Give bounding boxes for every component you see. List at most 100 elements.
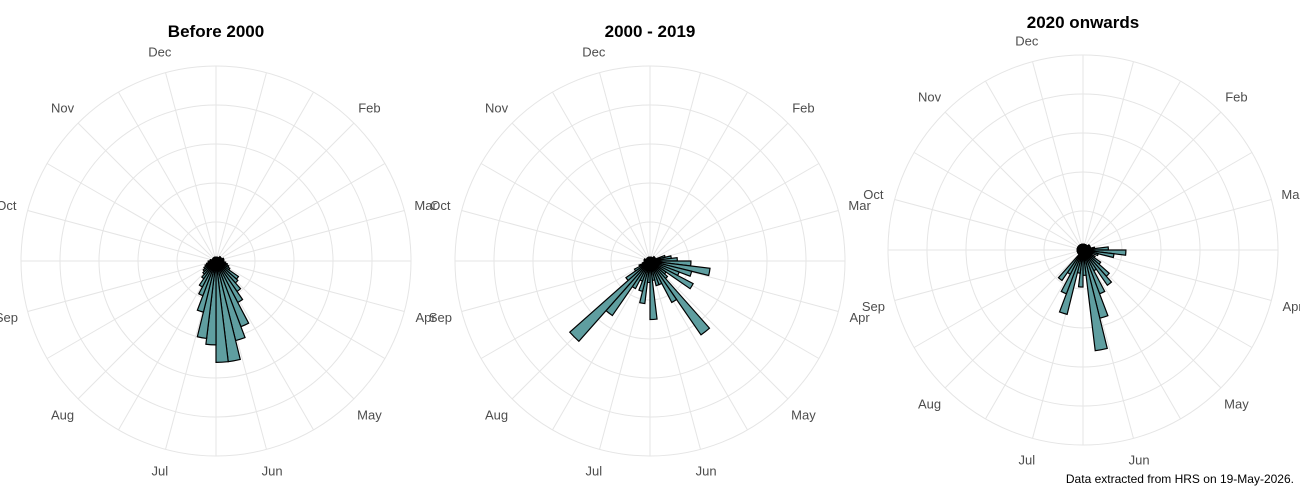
grid-spoke xyxy=(77,122,217,262)
grid-spoke xyxy=(552,91,651,262)
month-label-oct: Oct xyxy=(863,187,884,202)
month-label-jul: Jul xyxy=(1019,453,1036,468)
month-label-may: May xyxy=(1224,396,1249,411)
month-label-sep: Sep xyxy=(429,310,452,325)
grid-spoke xyxy=(1082,111,1222,251)
grid-spoke xyxy=(461,210,651,262)
grid-spoke xyxy=(894,249,1084,301)
month-label-apr: Apr xyxy=(849,310,870,325)
polar-bar xyxy=(1081,243,1084,251)
grid-spoke xyxy=(1082,80,1181,251)
month-label-may: May xyxy=(791,407,816,422)
grid-spoke xyxy=(215,260,386,359)
grid-spoke xyxy=(165,72,217,262)
grid-spoke xyxy=(649,163,820,262)
month-label-jun: Jun xyxy=(696,464,717,479)
month-label-dec: Dec xyxy=(148,44,172,59)
month-label-aug: Aug xyxy=(918,396,941,411)
polar-chart-3: Dec Feb Mar Apr May Jun Jul Aug Sep Oct Nov xyxy=(862,33,1300,467)
panel-title-2: 2000 - 2019 xyxy=(604,22,696,41)
grid-spoke xyxy=(1082,199,1272,251)
grid-spoke xyxy=(215,260,405,312)
month-label-apr: Apr xyxy=(1282,299,1300,314)
month-label-aug: Aug xyxy=(51,407,74,422)
month-label-may: May xyxy=(357,407,382,422)
month-label-aug: Aug xyxy=(485,407,508,422)
grid-spoke xyxy=(649,260,789,400)
polar-chart-1: Dec Feb Mar Apr May Jun Jul Aug Sep Oct Nov xyxy=(0,44,437,478)
grid-spoke xyxy=(649,91,748,262)
grid-spoke xyxy=(215,122,355,262)
grid-spoke xyxy=(215,260,355,400)
grid-spoke xyxy=(215,210,405,262)
polar-bar xyxy=(649,260,711,336)
grid-spoke xyxy=(215,72,267,262)
month-label-jul: Jul xyxy=(152,464,169,479)
month-label-nov: Nov xyxy=(51,101,75,116)
grid-spoke xyxy=(913,249,1084,348)
grid-spoke xyxy=(46,163,217,262)
grid-spoke xyxy=(461,260,651,312)
grid-spoke xyxy=(552,260,651,431)
month-label-feb: Feb xyxy=(358,101,380,116)
grid-spoke xyxy=(599,72,651,262)
grid-spoke xyxy=(77,260,217,400)
grid-spoke xyxy=(599,260,651,450)
panel-title-1: Before 2000 xyxy=(167,22,265,41)
month-label-oct: Oct xyxy=(0,198,17,213)
month-label-sep: Sep xyxy=(862,299,885,314)
grid-spoke xyxy=(894,199,1084,251)
grid-spoke xyxy=(118,91,217,262)
data-source-note: Data extracted from HRS on 19-May-2026. xyxy=(1065,472,1294,486)
month-label-dec: Dec xyxy=(582,44,606,59)
polar-bar xyxy=(215,260,229,364)
month-label-nov: Nov xyxy=(918,90,942,105)
grid-spoke xyxy=(649,72,701,262)
grid-spoke xyxy=(649,122,789,262)
grid-spoke xyxy=(944,249,1084,389)
grid-spoke xyxy=(215,163,386,262)
grid-spoke xyxy=(1082,61,1134,251)
grid-spoke xyxy=(480,260,651,359)
panel-title-3: 2020 onwards xyxy=(1026,13,1140,32)
grid-spoke xyxy=(985,80,1084,251)
grid-spoke xyxy=(511,122,651,262)
month-label-apr: Apr xyxy=(415,310,436,325)
grid-spoke xyxy=(1082,249,1272,301)
grid-spoke xyxy=(985,249,1084,420)
month-label-mar: Mar xyxy=(414,198,437,213)
grid-spoke xyxy=(913,152,1084,251)
grid-spoke xyxy=(1082,249,1253,348)
grid-spoke xyxy=(27,210,217,262)
polar-bar xyxy=(1082,249,1113,287)
grid-spoke xyxy=(215,91,314,262)
month-label-mar: Mar xyxy=(848,198,871,213)
grid-spoke xyxy=(27,260,217,312)
month-label-jun: Jun xyxy=(1129,453,1150,468)
grid-spoke xyxy=(118,260,217,431)
polar-chart-2: Dec Feb Mar Apr May Jun Jul Aug Sep Oct Nov xyxy=(429,44,872,478)
month-label-jul: Jul xyxy=(586,464,603,479)
month-label-feb: Feb xyxy=(792,101,814,116)
polar-bar xyxy=(1082,249,1108,352)
grid-spoke xyxy=(944,111,1084,251)
polar-bar xyxy=(649,260,660,287)
grid-spoke xyxy=(46,260,217,359)
grid-spoke xyxy=(480,163,651,262)
polar-bar xyxy=(1057,249,1084,282)
month-label-nov: Nov xyxy=(485,101,509,116)
grid-spoke xyxy=(649,210,839,262)
grid-spoke xyxy=(1082,152,1253,251)
month-label-oct: Oct xyxy=(430,198,451,213)
month-label-sep: Sep xyxy=(0,310,18,325)
polar-bar xyxy=(649,260,678,304)
polar-bar xyxy=(568,260,651,343)
month-label-dec: Dec xyxy=(1015,33,1039,48)
grid-spoke xyxy=(649,260,701,450)
polar-bar xyxy=(649,260,658,321)
month-label-mar: Mar xyxy=(1281,187,1300,202)
month-label-jun: Jun xyxy=(262,464,283,479)
grid-spoke xyxy=(1032,61,1084,251)
grid-spoke xyxy=(1082,249,1181,420)
